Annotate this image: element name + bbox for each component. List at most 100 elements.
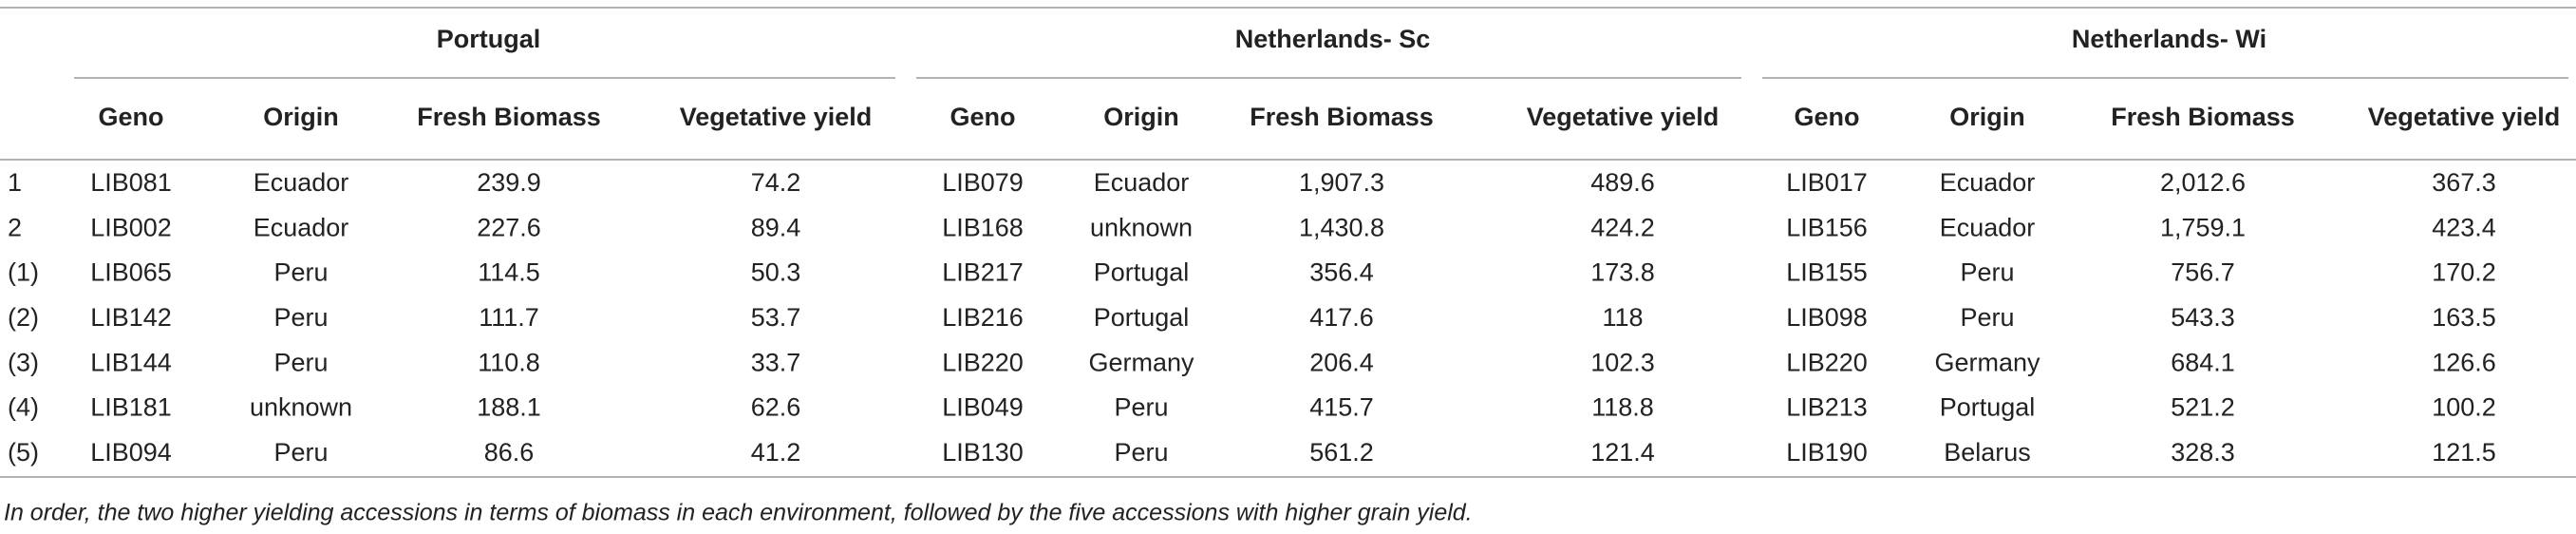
- cell: 50.3: [751, 258, 801, 287]
- cell: 62.6: [751, 393, 801, 422]
- cell: 86.6: [484, 438, 535, 467]
- cell: LIB190: [1786, 438, 1868, 467]
- column-header: Origin: [1103, 103, 1179, 131]
- row-label: (3): [8, 348, 39, 376]
- cell: Portugal: [1094, 258, 1190, 287]
- cell: Peru: [1960, 303, 2014, 332]
- cell: Belarus: [1944, 438, 2031, 467]
- column-header: Fresh Biomass: [417, 103, 601, 131]
- group-header: Netherlands- Sc: [1235, 25, 1431, 53]
- cell: LIB181: [90, 393, 172, 422]
- cell: LIB213: [1786, 393, 1868, 422]
- cell: LIB220: [942, 348, 1024, 376]
- row-label: 1: [8, 168, 22, 197]
- cell: Portugal: [1940, 393, 2036, 422]
- cell: 328.3: [2171, 438, 2235, 467]
- cell: 110.8: [478, 348, 540, 376]
- cell: LIB065: [90, 258, 172, 287]
- group-header: Netherlands- Wi: [2072, 25, 2266, 53]
- cell: 173.8: [1590, 258, 1655, 287]
- column-header: Fresh Biomass: [1250, 103, 1434, 131]
- cell: 121.4: [1590, 438, 1655, 467]
- cell: Ecuador: [1094, 168, 1190, 197]
- cell: Germany: [1934, 348, 2040, 376]
- cell: 2,012.6: [2160, 168, 2246, 197]
- footnote: In order, the two higher yielding access…: [4, 500, 1473, 526]
- cell: 417.6: [1309, 303, 1374, 332]
- cell: Peru: [1960, 258, 2014, 287]
- cell: LIB220: [1786, 348, 1868, 376]
- cell: LIB017: [1786, 168, 1868, 197]
- cell: LIB098: [1786, 303, 1868, 332]
- cell: LIB002: [90, 213, 172, 241]
- cell: LIB079: [942, 168, 1024, 197]
- cell: LIB216: [942, 303, 1024, 332]
- cell: Peru: [1114, 438, 1168, 467]
- cell: 424.2: [1590, 213, 1655, 241]
- cell: 1,907.3: [1299, 168, 1384, 197]
- column-header: Fresh Biomass: [2111, 103, 2295, 131]
- cell: Portugal: [1094, 303, 1190, 332]
- cell: 126.6: [2432, 348, 2496, 376]
- row-label: 2: [8, 213, 22, 241]
- cell: 356.4: [1309, 258, 1374, 287]
- cell: Ecuador: [1940, 213, 2036, 241]
- cell: LIB168: [942, 213, 1024, 241]
- cell: 188.1: [477, 393, 541, 422]
- cell: LIB156: [1786, 213, 1868, 241]
- cell: 121.5: [2432, 438, 2496, 467]
- cell: LIB142: [90, 303, 172, 332]
- cell: 102.3: [1590, 348, 1655, 376]
- cell: 33.7: [751, 348, 801, 376]
- cell: 41.2: [751, 438, 801, 467]
- column-header: Geno: [98, 103, 163, 131]
- cell: LIB094: [90, 438, 172, 467]
- column-header: Vegetative yield: [680, 103, 873, 131]
- cell: Ecuador: [254, 168, 349, 197]
- cell: LIB049: [942, 393, 1024, 422]
- cell: 206.4: [1309, 348, 1374, 376]
- cell: 89.4: [751, 213, 801, 241]
- cell: 684.1: [2171, 348, 2235, 376]
- cell: unknown: [250, 393, 352, 422]
- cell: 163.5: [2432, 303, 2496, 332]
- cell: Peru: [273, 303, 328, 332]
- cell: 415.7: [1309, 393, 1374, 422]
- cell: 543.3: [2171, 303, 2235, 332]
- cell: 521.2: [2171, 393, 2235, 422]
- cell: LIB155: [1786, 258, 1868, 287]
- cell: 227.6: [477, 213, 541, 241]
- cell: LIB081: [90, 168, 172, 197]
- cell: 423.4: [2432, 213, 2496, 241]
- cell: 118.8: [1591, 393, 1654, 422]
- cell: 489.6: [1590, 168, 1655, 197]
- row-label: (4): [8, 393, 39, 422]
- cell: Peru: [273, 438, 328, 467]
- cell: 74.2: [751, 168, 801, 197]
- cell: 100.2: [2432, 393, 2496, 422]
- cell: 1,759.1: [2160, 213, 2246, 241]
- cell: 1,430.8: [1299, 213, 1384, 241]
- cell: Ecuador: [254, 213, 349, 241]
- cell: LIB144: [90, 348, 172, 376]
- cell: 561.2: [1309, 438, 1374, 467]
- cell: Peru: [273, 258, 328, 287]
- cell: unknown: [1090, 213, 1193, 241]
- row-label: (2): [8, 303, 39, 332]
- column-header: Geno: [950, 103, 1015, 131]
- column-header: Vegetative yield: [2368, 103, 2561, 131]
- cell: Germany: [1088, 348, 1194, 376]
- cell: 239.9: [477, 168, 541, 197]
- cell: LIB217: [942, 258, 1024, 287]
- cell: 170.2: [2432, 258, 2496, 287]
- column-header: Origin: [263, 103, 339, 131]
- cell: 367.3: [2432, 168, 2496, 197]
- row-label: (5): [8, 438, 39, 467]
- cell: 114.5: [478, 258, 540, 287]
- group-header: Portugal: [437, 25, 541, 53]
- row-label: (1): [8, 258, 39, 287]
- cell: Peru: [273, 348, 328, 376]
- cell: LIB130: [942, 438, 1024, 467]
- column-header: Origin: [1949, 103, 2025, 131]
